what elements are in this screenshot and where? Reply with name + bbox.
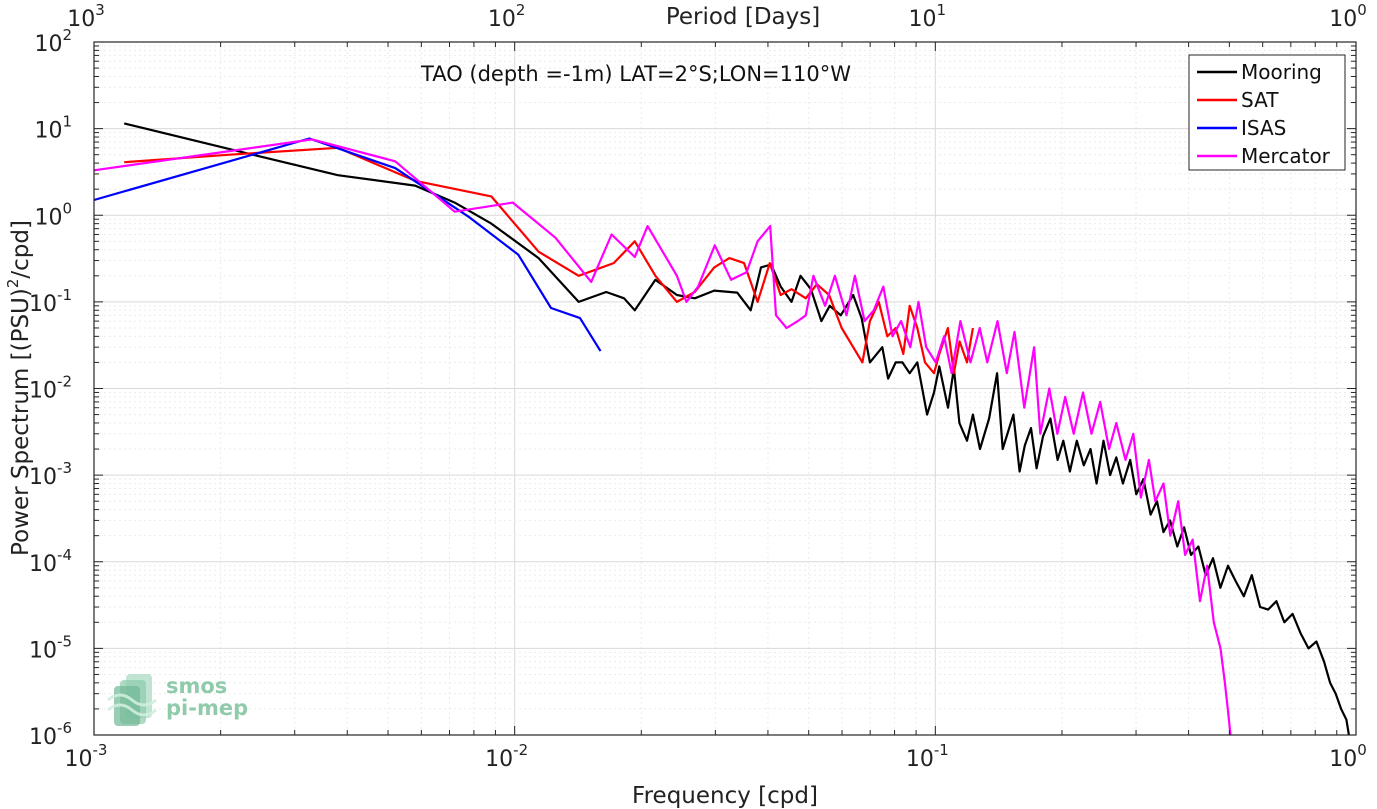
y-axis-label-sup: 2 <box>4 279 22 289</box>
legend-box <box>1188 54 1346 171</box>
logo-text-pimep: pi-mep <box>166 696 248 720</box>
y-axis-label-main: Power Spectrum [(PSU) <box>8 288 34 556</box>
top-tick-label: 103 <box>67 1 105 32</box>
y-tick-label: 10-5 <box>29 632 72 663</box>
x-tick-label: 10-3 <box>65 741 108 772</box>
x-tick-label: 10-1 <box>906 741 949 772</box>
legend-label-sat: SAT <box>1241 88 1279 112</box>
legend-label-isas: ISAS <box>1241 116 1286 140</box>
axis-ticks <box>93 41 1357 736</box>
top-tick-labels: 103 102 101 100 <box>67 1 1367 32</box>
x-tick-label: 10-2 <box>485 741 528 772</box>
y-tick-labels: 10-6 10-5 10-4 10-3 10-2 10-1 100 101 102 <box>29 26 72 750</box>
series-lines <box>93 122 1350 736</box>
y-tick-label: 10-4 <box>29 546 72 577</box>
y-axis-label: Power Spectrum [(PSU)2/cpd] <box>4 220 34 556</box>
top-tick-label: 101 <box>909 1 947 32</box>
logo-icon <box>107 674 157 726</box>
y-tick-label: 10-3 <box>29 459 72 490</box>
y-tick-label: 10-2 <box>29 373 72 404</box>
series-line-mercator <box>93 138 1232 736</box>
y-axis-label-tail: /cpd] <box>8 220 34 279</box>
y-tick-label: 101 <box>34 113 72 144</box>
series-line-mooring <box>123 122 1350 736</box>
chart-title: TAO (depth =-1m) LAT=2°S;LON=110°W <box>420 62 851 86</box>
y-tick-label: 100 <box>34 199 72 230</box>
top-tick-label: 100 <box>1329 1 1367 32</box>
y-tick-label: 10-6 <box>29 719 72 750</box>
grid-lines <box>94 42 1356 735</box>
top-tick-label: 102 <box>488 1 526 32</box>
logo-text-smos: smos <box>166 674 227 698</box>
smos-pi-mep-logo: smos pi-mep <box>107 674 248 726</box>
x-tick-labels: 10-3 10-2 10-1 100 <box>65 741 1367 772</box>
legend: Mooring SAT ISAS Mercator <box>1188 54 1346 171</box>
legend-label-mooring: Mooring <box>1241 60 1322 84</box>
series-line-isas <box>93 137 602 352</box>
y-tick-label: 102 <box>34 26 72 57</box>
legend-label-mercator: Mercator <box>1241 144 1331 168</box>
x-axis-label: Frequency [cpd] <box>632 783 818 809</box>
x-tick-label: 100 <box>1329 741 1367 772</box>
y-tick-label: 10-1 <box>29 286 72 317</box>
top-axis-label: Period [Days] <box>666 4 820 30</box>
